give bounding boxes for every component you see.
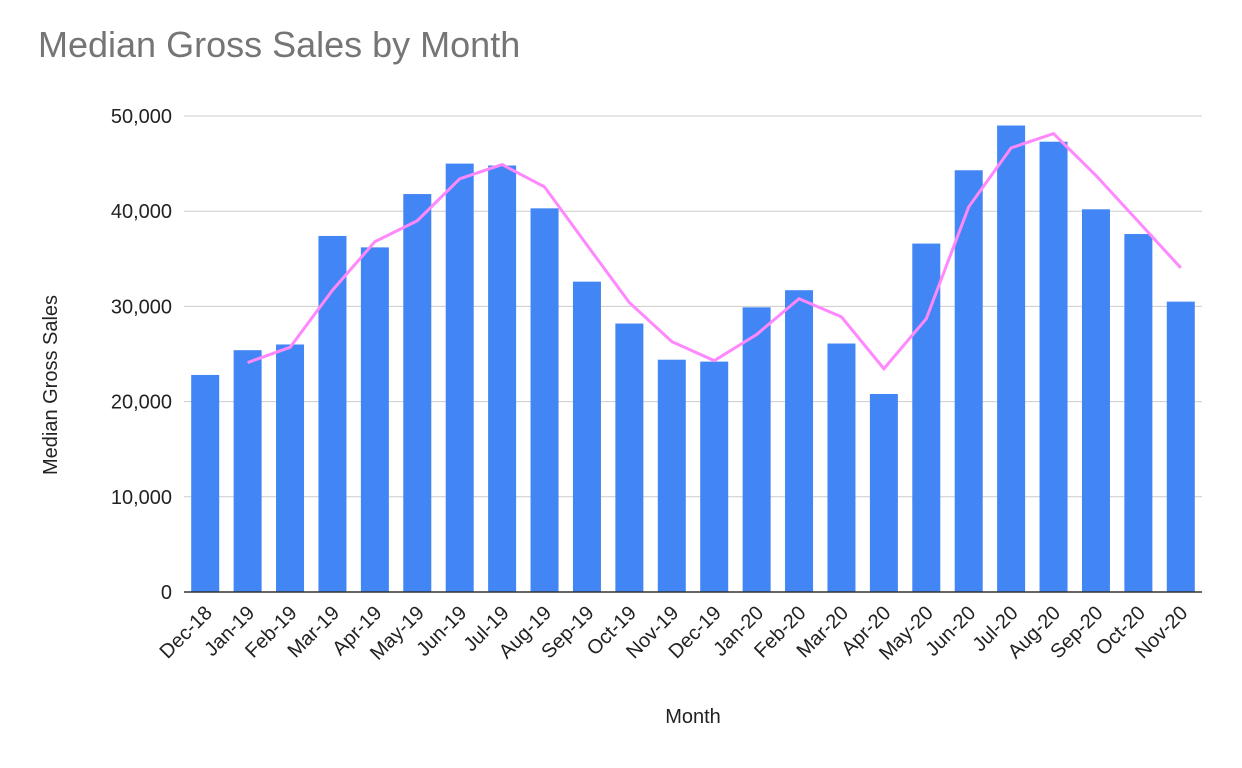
- bar: [1124, 234, 1153, 592]
- x-tick-label: Dec-18: [156, 602, 217, 663]
- bar: [1081, 209, 1110, 592]
- bar: [827, 343, 856, 592]
- y-axis-title: Median Gross Sales: [40, 295, 62, 475]
- bar: [742, 307, 771, 592]
- y-tick-label: 30,000: [111, 296, 172, 318]
- bar: [912, 243, 941, 592]
- y-tick-label: 20,000: [111, 392, 172, 414]
- y-tick-label: 0: [161, 582, 172, 604]
- chart-title: Median Gross Sales by Month: [38, 24, 520, 65]
- bar: [318, 235, 347, 592]
- trend-line: [247, 131, 1182, 372]
- bar: [615, 323, 644, 592]
- bar: [997, 125, 1026, 593]
- bar: [488, 165, 517, 592]
- bar: [785, 290, 814, 592]
- bar: [403, 194, 432, 592]
- bar: [657, 359, 686, 592]
- y-tick-label: 10,000: [111, 487, 172, 509]
- bar: [530, 208, 559, 592]
- bar: [1166, 301, 1195, 592]
- bar: [869, 393, 898, 592]
- bar: [360, 247, 389, 592]
- bar: [572, 281, 601, 592]
- y-tick-label: 40,000: [111, 201, 172, 223]
- x-axis-title: Month: [665, 706, 721, 728]
- bar: [954, 170, 983, 592]
- y-tick-label: 50,000: [111, 106, 172, 128]
- bar: [191, 374, 220, 592]
- bar: [445, 163, 474, 592]
- bar: [233, 350, 262, 592]
- bar: [1039, 141, 1068, 593]
- bar: [276, 344, 305, 592]
- bar: [700, 361, 729, 592]
